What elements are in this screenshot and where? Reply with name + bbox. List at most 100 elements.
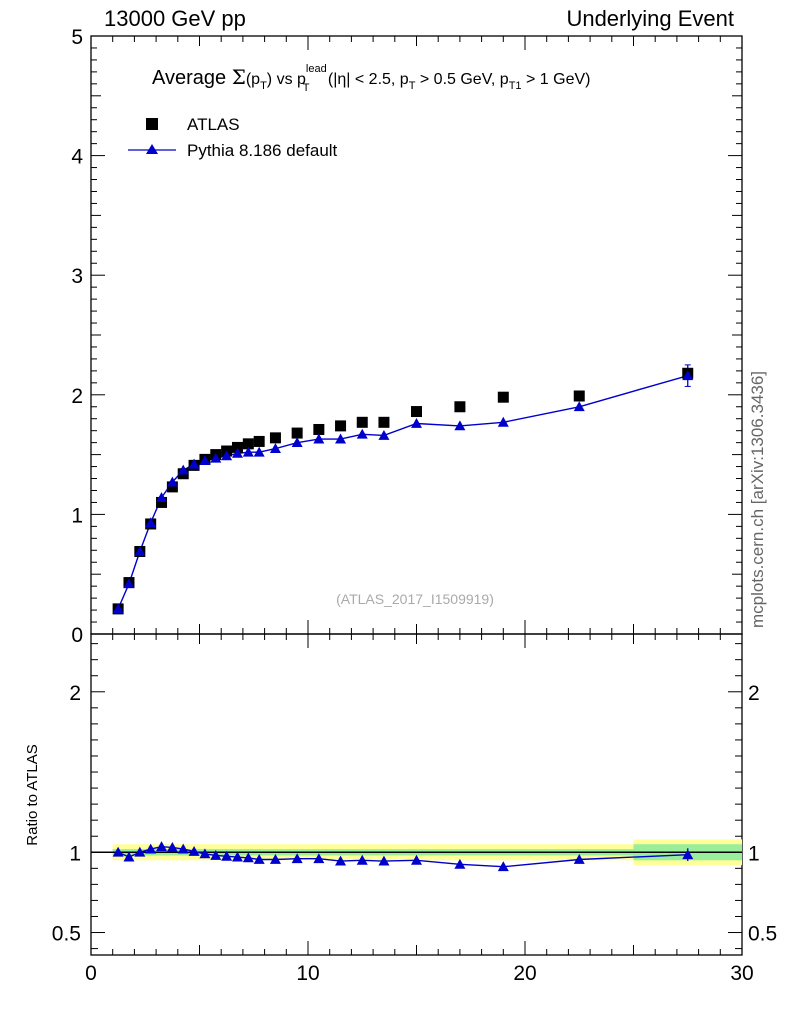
atlas-data-point [573,390,585,402]
ratio-y-tick-label-right: 1 [748,842,760,865]
atlas-data-point [242,438,254,450]
mc-data-point [313,433,325,444]
mc-data-point [335,433,347,444]
y-tick-label: 3 [71,265,83,288]
ratio-y-tick-label-right: 2 [748,682,760,705]
atlas-data-point [411,406,422,418]
ratio-data-point [497,861,509,872]
ratio-y-tick-label: 1 [69,842,81,865]
ratio-data-point [145,843,157,854]
mc-data-point [573,401,585,412]
atlas-data-point [231,441,243,453]
atlas-data-point [454,401,466,413]
y-tick-label: 0 [71,624,83,647]
legend-atlas-label: ATLAS [187,115,240,134]
mc-data-point [253,446,265,457]
ratio-y-tick-label: 0.5 [52,923,81,946]
atlas-data-point [253,435,265,447]
atlas-data-point [497,391,509,403]
ratio-data-point [231,851,243,862]
atlas-data-point [378,416,390,428]
ratio-data-point [411,854,422,865]
y-tick-label: 5 [71,26,83,49]
ratio-data-point [313,853,325,864]
ratio-series-layer [112,841,694,872]
mc-data-point [497,416,509,427]
y-tick-label: 4 [71,146,83,169]
mc-data-point [188,458,200,469]
atlas-data-point [335,420,347,432]
atlas-data-point [166,481,178,493]
ratio-data-point [199,848,211,859]
ratio-data-point [454,858,466,869]
header-process: Underlying Event [566,6,734,31]
mc-data-point [221,450,233,461]
ratio-data-point [269,854,281,864]
ratio-data-point [123,851,135,862]
x-tick-label: 20 [513,962,536,985]
ratio-data-point [253,854,265,864]
mc-data-point [156,492,168,503]
ratio-axis-label: Ratio to ATLAS [24,744,41,845]
mc-data-point [166,476,178,487]
mc-data-point [682,370,694,381]
legend-atlas-marker [146,118,158,130]
atlas-data-point [269,432,281,444]
x-tick-label: 0 [85,962,97,985]
mc-data-point [231,447,243,458]
ratio-data-point [291,853,303,864]
ratio-data-point [356,854,368,865]
ratio-y-tick-label-right: 0.5 [748,923,777,946]
x-tick-label: 30 [730,962,753,985]
mc-data-point [291,437,303,448]
mc-data-point [269,443,281,454]
mc-data-point [199,455,211,465]
ratio-y-tick-label: 2 [69,682,81,705]
legend-pythia-label: Pythia 8.186 default [187,141,338,160]
header-energy: 13000 GeV pp [104,6,246,31]
chart-title: Average Σ(pT) vs plead T (|η| < 2.5, pT >… [152,63,590,94]
mc-data-point [411,418,422,428]
mc-data-point [356,428,368,439]
y-tick-label: 2 [71,385,83,408]
mc-data-point [454,420,466,431]
atlas-data-point [291,427,303,439]
mc-data-point [145,517,157,528]
ratio-data-point [221,850,233,861]
top-axis-ticks [90,35,743,635]
mc-data-point [378,429,390,440]
atlas-data-point [156,496,168,508]
ratio-data-point [242,852,254,863]
legend-pythia-marker [146,144,158,154]
ratio-data-point [682,849,694,860]
ratio-data-point [156,841,168,852]
atlas-data-point [356,416,368,428]
mc-series-line [117,374,688,610]
y-tick-label: 1 [71,504,83,527]
mc-data-point [123,578,135,589]
ratio-panel-frame [90,633,743,956]
side-source-label: mcplots.cern.ch [arXiv:1306.3436] [748,370,767,628]
ratio-data-point [177,843,189,854]
mc-data-point [112,603,124,614]
mc-data-point [210,452,222,463]
analysis-watermark: (ATLAS_2017_I1509919) [336,591,494,607]
ratio-data-point [378,855,390,866]
ratio-axis-ticks [90,634,743,955]
ratio-data-point [112,846,124,857]
mc-data-point [242,446,254,457]
top-series-layer [112,364,694,615]
mc-data-point [177,464,189,475]
ratio-data-point [188,845,200,856]
mc-data-point [134,545,146,556]
ratio-data-point [166,841,178,852]
ratio-data-point [573,854,585,864]
ratio-data-point [210,849,222,860]
ratio-data-point [134,846,146,857]
ratio-data-point [335,855,347,866]
atlas-data-point [313,423,325,435]
legend: ATLAS Pythia 8.186 default [128,115,338,160]
x-tick-label: 10 [296,962,319,985]
